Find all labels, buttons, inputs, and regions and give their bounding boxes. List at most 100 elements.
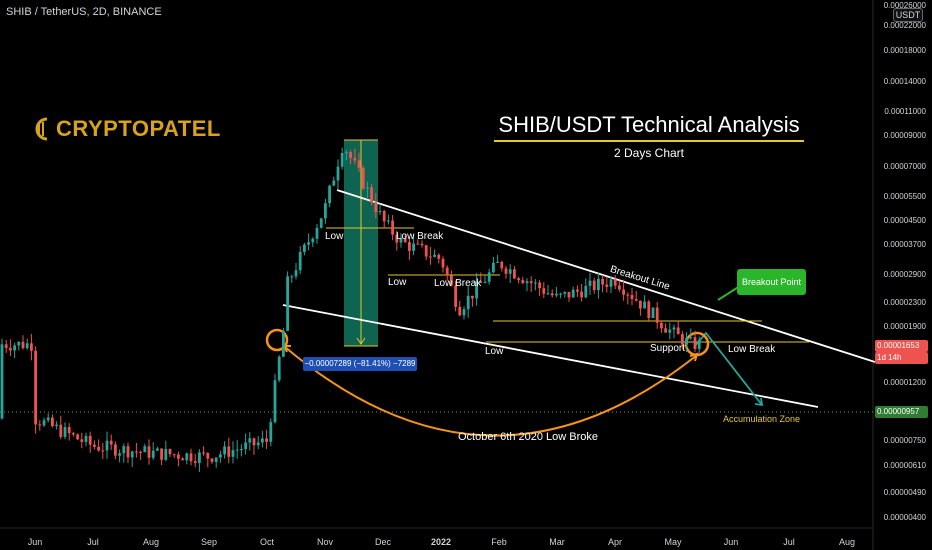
candle-body [546,293,550,295]
y-tick-label: 0.00000490 [883,488,926,498]
candle-body [424,245,428,257]
candle-body [504,268,508,274]
candle-body [429,256,432,258]
candle-body [168,448,172,455]
candle-body [685,337,688,345]
candle-body [332,180,336,186]
currency-badge[interactable]: USDT [893,8,923,22]
candle-body [294,270,298,277]
candle-body [214,457,218,462]
candle-body [80,439,84,442]
candle-body [311,238,315,243]
candle-body [252,438,256,446]
y-tick-label: 0.00000750 [883,435,926,445]
candle-body [185,453,189,461]
candle-body [51,417,54,427]
y-tick-label: 0.00002300 [883,298,926,308]
x-tick-label: Aug [838,537,856,547]
x-tick-label: Jun [723,537,739,547]
label-low-2: Low [388,277,407,288]
candle-body [101,450,105,452]
candle-body [378,211,382,213]
label-low-1: Low [325,231,344,242]
title-underline [494,140,804,142]
candle-body [286,276,289,331]
label-accumulation: Accumulation Zone [723,414,801,424]
candle-body [580,291,583,298]
candle-body [492,262,495,273]
candle-body [592,280,596,291]
candle-body [319,218,323,228]
candle-body [471,295,474,299]
candle-body [601,278,604,285]
candle-body [639,300,642,309]
circle-oct-low [265,328,289,352]
candle-body [500,261,504,269]
candle-body [403,238,407,243]
breakout-trendline [336,189,876,363]
candle-body [198,452,201,463]
candle-body [513,269,516,279]
candle-body [269,422,273,442]
current-price: 0.00001653 [877,341,920,350]
candle-body [25,343,29,349]
candle-body [231,450,235,457]
x-tick-label: Mar [549,537,565,547]
candle-body [328,185,331,204]
candle-body [672,327,676,330]
candle-body [576,289,579,292]
breakout-point-box: Breakout Point [737,269,806,295]
candle-body [336,166,340,181]
candle-body [622,289,625,295]
candle-body [282,330,285,357]
lower-channel-line [282,304,819,408]
candle-body [370,187,373,203]
candle-body [458,306,462,316]
candle-body [559,293,562,295]
candle-body [483,281,487,283]
candle-body [664,328,667,333]
y-tick-label: 0.00001200 [883,378,926,388]
candle-body [655,307,659,323]
candle-body [437,254,441,259]
x-tick-label: Jul [783,537,795,547]
y-tick-label: 0.00011000 [884,106,926,116]
candle-body [298,251,302,271]
candle-body [114,444,117,456]
candle-body [143,446,147,453]
y-tick-label: 0.00005500 [883,191,926,201]
candle-body [517,278,520,281]
y-tick-label: 0.00000610 [883,461,926,471]
candle-body [567,291,571,298]
candle-body [399,238,403,243]
x-tick-label: 2022 [430,537,452,547]
candle-body [248,438,252,443]
candle-body [88,435,92,445]
candle-body [193,461,197,463]
x-tick-label: Aug [142,537,160,547]
candle-body [13,345,16,351]
candle-body [353,158,357,161]
y-tick-label: 0.00001900 [883,321,926,331]
candle-body [34,350,37,425]
candle-body [681,334,684,345]
candle-body [571,289,575,298]
candle-body [395,234,399,243]
candle-body [647,301,651,319]
label-low-break-2: Low Break [434,278,482,289]
candle-body [9,347,12,351]
analysis-subtitle: 2 Days Chart [613,146,685,160]
candle-body [109,440,113,445]
candle-body [315,227,319,239]
candle-body [605,284,609,287]
x-tick-label: Sep [200,537,218,547]
candle-body [634,299,638,301]
candle-body [105,440,109,451]
candle-body [63,427,67,437]
candle-body [387,220,390,222]
candle-body [202,452,205,454]
candle-body [374,202,378,213]
candle-body [454,285,457,307]
label-low-break-1: Low Break [396,231,444,242]
candle-body [466,295,470,310]
